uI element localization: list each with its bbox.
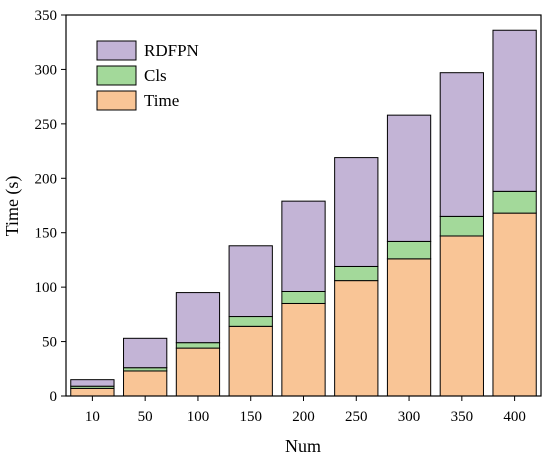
- x-tick-label-10: 10: [85, 409, 100, 425]
- x-tick-label-300: 300: [398, 409, 421, 425]
- y-tick-label-100: 100: [35, 280, 58, 296]
- x-tick-label-250: 250: [345, 409, 368, 425]
- bar-cls-200: [281, 290, 326, 304]
- legend-swatch-rdfpn: [96, 40, 137, 61]
- bar-time-250: [334, 280, 379, 397]
- bar-rdfpn-400: [492, 29, 537, 192]
- y-tick-label-250: 250: [35, 117, 58, 133]
- bar-time-400: [492, 212, 537, 397]
- y-tick-label-0: 0: [50, 389, 58, 405]
- plot-frame: [65, 14, 542, 397]
- y-tick-label-200: 200: [35, 171, 58, 187]
- bar-cls-400: [492, 190, 537, 214]
- legend-swatch-cls: [96, 65, 137, 86]
- x-axis: 10 50 100 150 200 250 300 350 400: [85, 396, 526, 425]
- bar-rdfpn-200: [281, 200, 326, 292]
- x-tick-label-200: 200: [292, 409, 315, 425]
- bar-cls-350: [439, 215, 484, 237]
- legend: RDFPN Cls Time: [96, 40, 199, 111]
- y-tick-label-150: 150: [35, 226, 58, 242]
- legend-label-cls: Cls: [144, 66, 167, 85]
- y-axis: 0 50 100 150 200 250 300 350: [35, 8, 66, 405]
- legend-label-time: Time: [144, 91, 179, 110]
- bar-rdfpn-350: [439, 72, 484, 217]
- bar-time-300: [386, 258, 432, 397]
- bar-rdfpn-10: [70, 379, 115, 387]
- bar-cls-300: [386, 240, 432, 260]
- bar-cls-100: [175, 342, 221, 349]
- x-tick-label-50: 50: [138, 409, 153, 425]
- legend-label-rdfpn: RDFPN: [144, 41, 199, 60]
- bar-rdfpn-100: [175, 292, 221, 344]
- x-axis-title: Num: [285, 436, 321, 456]
- bar-rdfpn-300: [386, 114, 432, 242]
- bar-time-200: [281, 302, 326, 397]
- x-tick-label-350: 350: [451, 409, 474, 425]
- bar-time-100: [175, 347, 221, 397]
- bar-time-150: [228, 325, 273, 397]
- bar-time-50: [123, 370, 168, 397]
- legend-swatch-time: [96, 90, 137, 111]
- bar-rdfpn-50: [123, 337, 168, 369]
- bar-rdfpn-250: [334, 157, 379, 267]
- bar-time-10: [70, 387, 115, 397]
- y-axis-title: Time (s): [2, 176, 23, 237]
- y-tick-label-300: 300: [35, 62, 58, 78]
- bar-time-350: [439, 235, 484, 397]
- bar-cls-150: [228, 316, 273, 327]
- x-tick-label-150: 150: [239, 409, 262, 425]
- y-tick-label-50: 50: [42, 335, 57, 351]
- bar-cls-250: [334, 265, 379, 282]
- bars-layer: [70, 29, 537, 397]
- x-tick-label-100: 100: [187, 409, 210, 425]
- y-tick-label-350: 350: [35, 8, 58, 24]
- bar-rdfpn-150: [228, 245, 273, 318]
- x-tick-label-400: 400: [503, 409, 526, 425]
